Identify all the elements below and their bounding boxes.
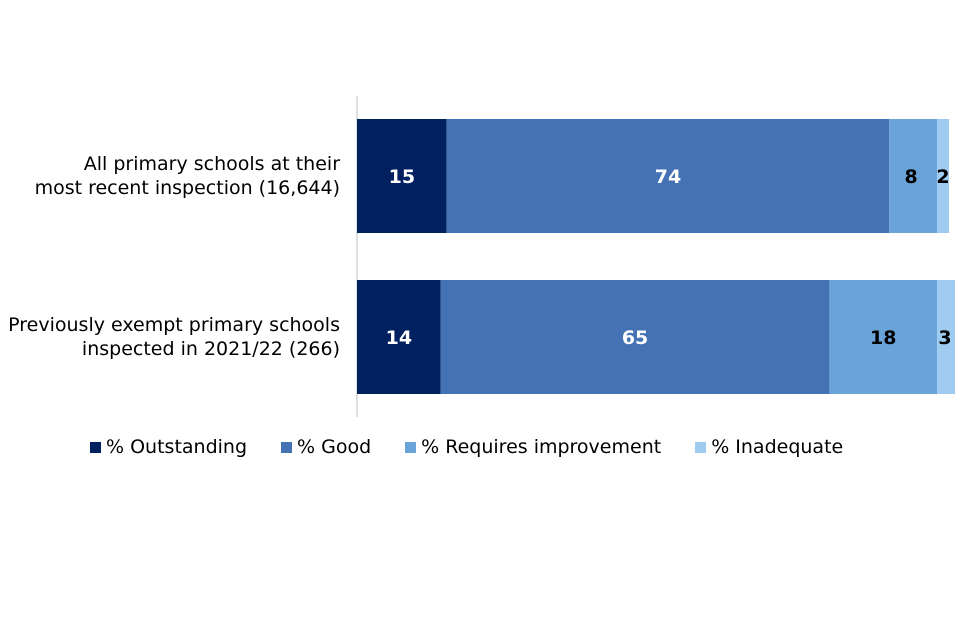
bar-segment-4-category-1 — [937, 119, 950, 233]
category-label-line: All primary schools at their — [83, 153, 340, 175]
category-label-line: most recent inspection (16,644) — [34, 177, 340, 199]
category-label-1: All primary schools at their most recent … — [0, 152, 340, 200]
legend-swatch — [281, 441, 293, 453]
data-label-2-category-1: 74 — [655, 166, 681, 188]
bar-segment-3-category-2 — [829, 280, 938, 394]
data-label-2-category-2: 65 — [622, 327, 648, 349]
legend-swatch — [405, 441, 417, 453]
legend: % Outstanding % Good % Requires improvemen… — [90, 436, 843, 458]
bar-segment-2-category-2 — [440, 280, 830, 394]
legend-label: % Good — [297, 436, 372, 458]
data-label-4-category-1: 2 — [936, 166, 949, 188]
category-label-line: inspected in 2021/22 (266) — [81, 338, 340, 360]
data-label-4-category-2: 3 — [938, 327, 951, 349]
bar-segment-1-category-2 — [357, 280, 441, 394]
category-label-2: Previously exempt primary schools inspect… — [0, 313, 340, 361]
data-label-1-category-1: 15 — [389, 166, 415, 188]
legend-label: % Inadequate — [711, 436, 844, 458]
data-label-3-category-2: 18 — [870, 327, 896, 349]
bar-segment-3-category-1 — [889, 119, 938, 233]
legend-swatch — [695, 441, 707, 453]
data-label-1-category-2: 14 — [386, 327, 412, 349]
legend-item-3: % Requires improvement — [405, 436, 661, 458]
legend-item-4: % Inadequate — [695, 436, 843, 458]
legend-item-2: % Good — [281, 436, 371, 458]
bar-segment-2-category-1 — [446, 119, 890, 233]
legend-swatch — [90, 441, 101, 453]
legend-item-1: % Outstanding — [90, 436, 247, 458]
bar-segment-1-category-1 — [357, 119, 447, 233]
legend-label: % Outstanding — [106, 436, 248, 458]
legend-label: % Requires improvement — [421, 436, 662, 458]
bar-segment-4-category-2 — [937, 280, 955, 394]
category-label-line: Previously exempt primary schools — [8, 314, 340, 336]
data-label-3-category-1: 8 — [905, 166, 918, 188]
